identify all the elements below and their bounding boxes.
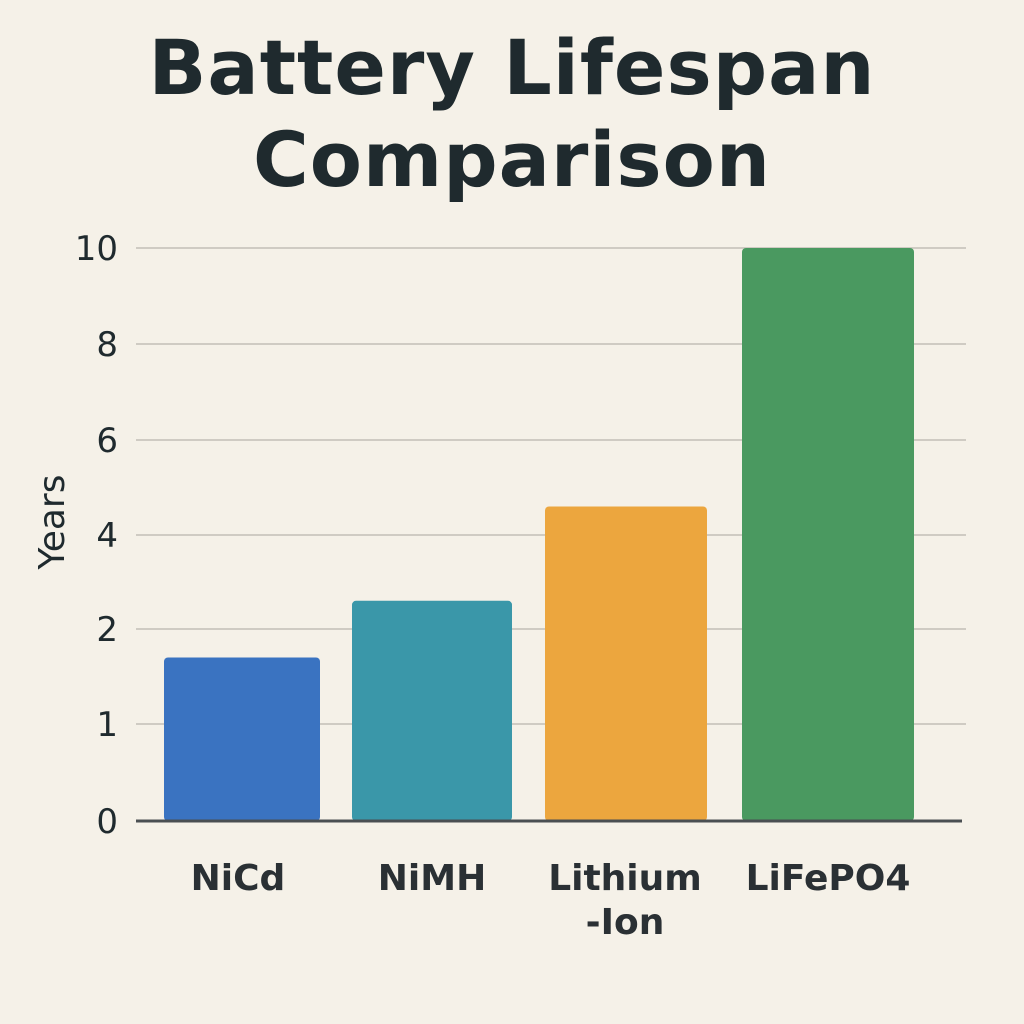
y-tick-labels: 0 1 2 4 6 8 10 <box>75 229 118 842</box>
bar-nicd <box>164 657 320 821</box>
bars <box>164 248 914 821</box>
bar-lithium-ion <box>545 506 707 821</box>
y-tick-label: 1 <box>96 705 118 745</box>
y-tick-label: 6 <box>96 421 118 461</box>
y-axis-title: Years <box>32 475 73 571</box>
chart-title: Battery Lifespan Comparison <box>0 22 1024 206</box>
bar-nimh <box>352 600 512 821</box>
x-category-label: NiCd <box>191 858 286 899</box>
x-category-label: Lithium <box>548 858 702 899</box>
y-tick-label: 0 <box>96 802 118 842</box>
y-tick-label: 2 <box>96 610 118 650</box>
y-tick-label: 8 <box>96 325 118 365</box>
bar-lifepo4 <box>742 248 914 821</box>
x-category-label: -Ion <box>586 902 665 943</box>
x-category-label: NiMH <box>378 858 486 899</box>
chart-title-line-2: Comparison <box>253 115 771 204</box>
x-category-labels: NiCd NiMH Lithium-Ion LiFePO4 <box>191 858 911 943</box>
y-tick-label: 10 <box>75 229 118 269</box>
x-category-label: LiFePO4 <box>746 858 911 899</box>
y-tick-label: 4 <box>96 516 118 556</box>
chart-title-line-1: Battery Lifespan <box>148 23 876 112</box>
